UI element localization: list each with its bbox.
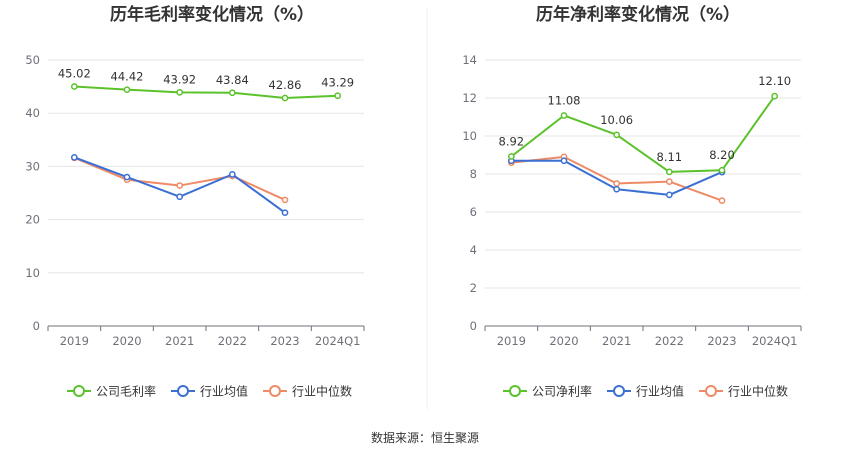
data-point[interactable] xyxy=(560,112,568,119)
legend-company[interactable]: 公司毛利率 xyxy=(67,384,156,399)
data-point[interactable] xyxy=(176,182,184,189)
net-margin-chart: 历年净利率变化情况（%） 0 2 4 6 8 10 12 14 2019 2020 2021 2022 2… xyxy=(462,4,802,399)
legend-marker-icon xyxy=(73,385,85,397)
x-tick-label: 2024Q1 xyxy=(752,334,798,348)
data-point[interactable] xyxy=(281,196,289,204)
legend-marker-icon xyxy=(177,385,189,397)
legend-label: 公司毛利率 xyxy=(96,384,156,399)
data-point[interactable] xyxy=(718,166,726,174)
data-label: 44.42 xyxy=(111,70,144,84)
legend-marker-icon xyxy=(705,385,717,397)
legend-marker-icon xyxy=(613,385,625,397)
data-point[interactable] xyxy=(70,83,78,90)
y-tick-label: 12 xyxy=(462,91,477,105)
data-point[interactable] xyxy=(771,92,779,100)
legend-label: 行业均值 xyxy=(636,384,684,399)
data-label: 12.10 xyxy=(758,74,791,88)
series-company: 8.92 11.08 10.06 8.11 8.20 12.10 xyxy=(499,74,791,176)
chart-title: 历年毛利率变化情况（%） xyxy=(110,4,314,25)
legend-label: 行业中位数 xyxy=(292,384,352,399)
series-line xyxy=(510,95,776,173)
data-point[interactable] xyxy=(560,157,568,165)
data-point[interactable] xyxy=(176,88,184,96)
x-tick-label: 2023 xyxy=(270,334,299,348)
data-point[interactable] xyxy=(123,173,131,181)
data-point[interactable] xyxy=(507,153,515,160)
x-tick-label: 2022 xyxy=(218,334,247,348)
data-label: 8.11 xyxy=(657,150,683,164)
data-point[interactable] xyxy=(613,131,621,139)
x-tick-label: 2024Q1 xyxy=(315,334,361,348)
y-tick-label: 6 xyxy=(470,205,477,219)
data-label: 42.86 xyxy=(269,78,302,92)
x-tick-label: 2021 xyxy=(602,334,631,348)
y-tick-label: 10 xyxy=(25,266,40,280)
data-label: 11.08 xyxy=(548,93,581,107)
series-industry-average xyxy=(70,154,289,217)
y-tick-label: 0 xyxy=(33,319,40,333)
x-tick-label: 2021 xyxy=(165,334,194,348)
series-company: 45.02 44.42 43.92 43.84 42.86 43.29 xyxy=(58,66,354,102)
data-point[interactable] xyxy=(613,180,621,187)
x-tick-label: 2019 xyxy=(60,334,89,348)
legend-label: 行业中位数 xyxy=(728,384,788,399)
data-label: 43.84 xyxy=(216,73,249,87)
y-tick-label: 30 xyxy=(25,159,40,173)
data-point[interactable] xyxy=(176,193,184,201)
chart-title: 历年净利率变化情况（%） xyxy=(536,4,740,25)
legend-industry-median[interactable]: 行业中位数 xyxy=(699,384,788,399)
y-tick-label: 2 xyxy=(470,281,477,295)
y-tick-label: 0 xyxy=(470,319,477,333)
legend-marker-icon xyxy=(269,385,281,397)
data-point[interactable] xyxy=(281,94,289,102)
y-tick-label: 10 xyxy=(462,129,477,143)
series-line xyxy=(74,85,338,99)
x-tick-label: 2022 xyxy=(655,334,684,348)
data-point[interactable] xyxy=(665,178,673,185)
data-point[interactable] xyxy=(70,154,78,161)
x-tick-label: 2020 xyxy=(112,334,141,348)
series-line xyxy=(511,155,723,202)
data-label: 10.06 xyxy=(600,113,633,127)
legend-company[interactable]: 公司净利率 xyxy=(503,384,592,399)
data-point[interactable] xyxy=(613,185,621,193)
y-tick-label: 14 xyxy=(462,53,477,67)
data-label: 8.20 xyxy=(709,148,735,162)
data-label: 8.92 xyxy=(499,135,525,149)
y-tick-label: 50 xyxy=(25,53,40,67)
legend-marker-icon xyxy=(509,385,521,397)
data-point[interactable] xyxy=(334,92,342,100)
data-point[interactable] xyxy=(228,89,236,97)
data-point[interactable] xyxy=(228,171,236,178)
legend-label: 行业均值 xyxy=(200,384,248,399)
y-tick-label: 40 xyxy=(25,106,40,120)
data-label: 43.92 xyxy=(163,72,196,86)
legend-industry-average[interactable]: 行业均值 xyxy=(171,384,248,399)
data-label: 45.02 xyxy=(58,66,91,80)
data-point[interactable] xyxy=(123,86,131,94)
y-tick-label: 20 xyxy=(25,213,40,227)
gross-margin-chart: 历年毛利率变化情况（%） 0 10 20 30 40 50 2019 2020 2021 2022 2… xyxy=(25,4,365,399)
source-note: 数据来源：恒生聚源 xyxy=(371,430,479,445)
legend-industry-average[interactable]: 行业均值 xyxy=(607,384,684,399)
y-tick-label: 8 xyxy=(470,167,477,181)
y-tick-label: 4 xyxy=(470,243,477,257)
x-tick-label: 2019 xyxy=(497,334,526,348)
series-industry-average xyxy=(507,157,726,199)
data-point[interactable] xyxy=(665,191,673,199)
x-tick-label: 2020 xyxy=(549,334,578,348)
legend-label: 公司净利率 xyxy=(532,384,592,399)
legend-industry-median[interactable]: 行业中位数 xyxy=(263,384,352,399)
data-point[interactable] xyxy=(281,209,289,217)
x-tick-label: 2023 xyxy=(707,334,736,348)
data-point[interactable] xyxy=(665,168,673,176)
data-label: 43.29 xyxy=(321,76,354,90)
data-point[interactable] xyxy=(718,197,726,204)
